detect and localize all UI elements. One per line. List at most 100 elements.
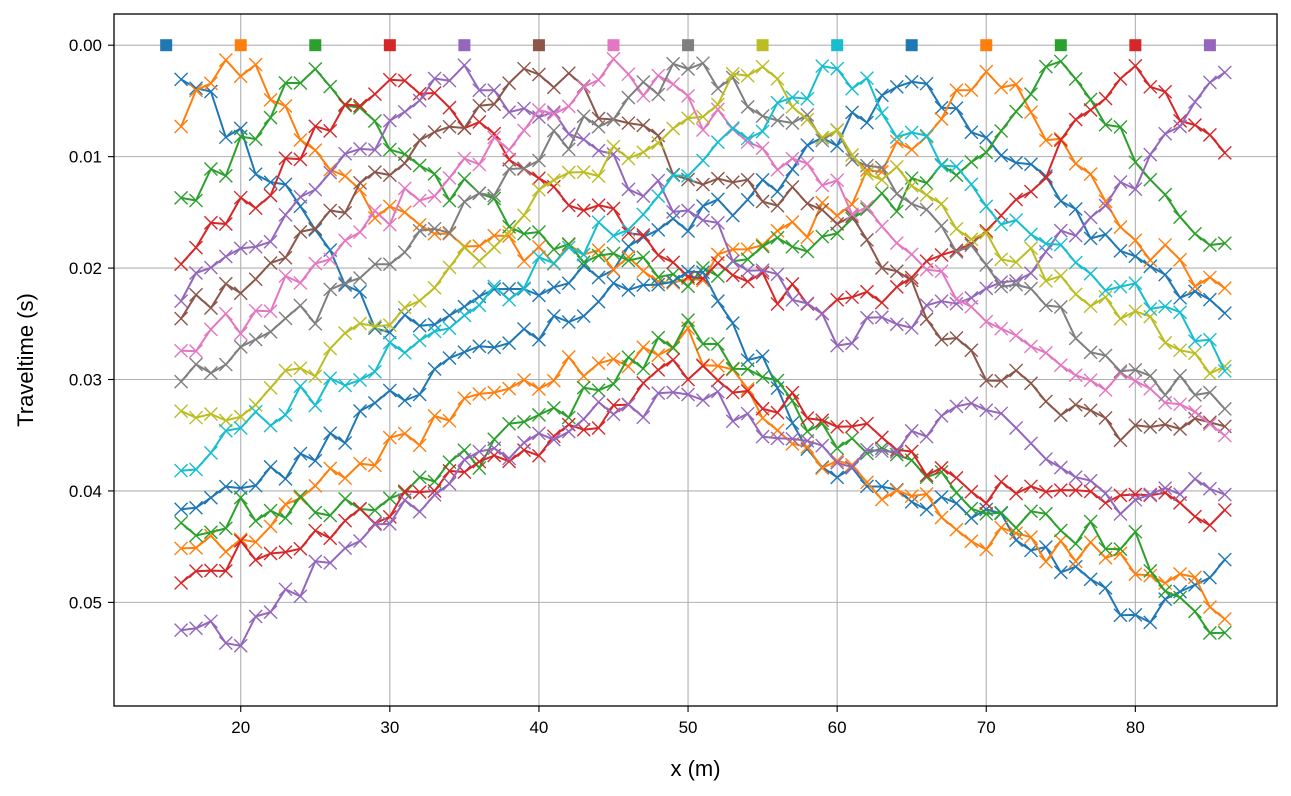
data-point (203, 76, 218, 91)
data-point (546, 242, 561, 257)
data-point (845, 431, 860, 446)
data-point (412, 293, 427, 308)
data-point (293, 298, 308, 313)
data-point (338, 471, 353, 486)
series-9 (174, 59, 1232, 428)
data-point (546, 400, 561, 415)
data-point (1113, 71, 1128, 86)
data-point (427, 408, 442, 423)
data-point (367, 257, 382, 272)
data-point (189, 240, 204, 255)
data-point (874, 310, 889, 325)
data-point (1113, 488, 1128, 503)
data-point (845, 148, 860, 163)
data-point (531, 182, 546, 197)
source-marker (980, 39, 993, 52)
data-point (874, 172, 889, 187)
data-point (830, 216, 845, 231)
data-point (636, 189, 651, 204)
data-point (1083, 572, 1098, 587)
data-point (382, 217, 397, 232)
data-point (427, 361, 442, 376)
data-point (1143, 302, 1158, 317)
data-point (755, 265, 770, 280)
data-point (1068, 483, 1083, 498)
data-point (397, 73, 412, 88)
data-point (994, 406, 1009, 421)
data-point (561, 240, 576, 255)
data-point (1053, 358, 1068, 373)
data-point (1023, 105, 1038, 120)
data-point (1202, 75, 1217, 90)
data-point (651, 270, 666, 285)
data-point (1023, 281, 1038, 296)
data-point (1053, 223, 1068, 238)
data-point (1128, 276, 1143, 291)
data-point (442, 100, 457, 115)
data-point (472, 454, 487, 469)
data-point (353, 175, 368, 190)
data-point (949, 244, 964, 259)
data-point (1068, 72, 1083, 86)
data-point (561, 410, 576, 425)
data-point (203, 161, 218, 176)
data-point (695, 153, 710, 168)
data-point (189, 564, 204, 579)
data-point (502, 142, 517, 157)
data-point (710, 81, 725, 96)
data-point (770, 381, 785, 396)
data-point (725, 121, 740, 136)
data-point (293, 152, 308, 167)
data-point (606, 352, 621, 367)
data-point (606, 112, 621, 127)
data-point (725, 208, 740, 223)
data-point (174, 257, 189, 272)
data-point (189, 462, 204, 477)
data-point (189, 528, 204, 543)
data-point (695, 271, 710, 286)
data-point (859, 475, 874, 490)
data-point (1217, 306, 1232, 321)
data-point (666, 385, 681, 400)
data-point (502, 416, 517, 431)
data-point (1068, 368, 1083, 383)
data-point (621, 239, 636, 254)
data-point (338, 541, 353, 556)
data-point (397, 205, 412, 220)
data-point (740, 406, 755, 421)
data-point (517, 281, 532, 296)
data-point (591, 248, 606, 263)
data-point (651, 136, 666, 151)
data-point (666, 121, 681, 136)
data-point (770, 373, 785, 388)
data-point (710, 269, 725, 284)
data-point (755, 239, 770, 254)
data-point (382, 516, 397, 531)
data-point (919, 468, 934, 483)
data-point (964, 501, 979, 516)
data-point (218, 168, 233, 183)
data-point (1083, 210, 1098, 225)
data-point (367, 503, 382, 518)
data-point (397, 308, 412, 323)
data-point (1083, 345, 1098, 360)
data-point (1187, 226, 1202, 241)
data-point (263, 92, 278, 107)
data-point (964, 154, 979, 169)
data-point (397, 426, 412, 441)
data-point (353, 284, 368, 299)
data-point (1217, 487, 1232, 502)
data-point (1053, 300, 1068, 315)
data-point (800, 433, 815, 448)
data-point (263, 110, 278, 125)
data-point (934, 460, 949, 475)
data-point (174, 119, 189, 134)
data-point (442, 119, 457, 134)
data-point (472, 115, 487, 129)
data-point (1187, 570, 1202, 585)
data-point (874, 219, 889, 234)
data-point (606, 276, 621, 291)
data-point (1038, 273, 1053, 288)
data-point (248, 478, 263, 493)
data-point (546, 107, 561, 122)
